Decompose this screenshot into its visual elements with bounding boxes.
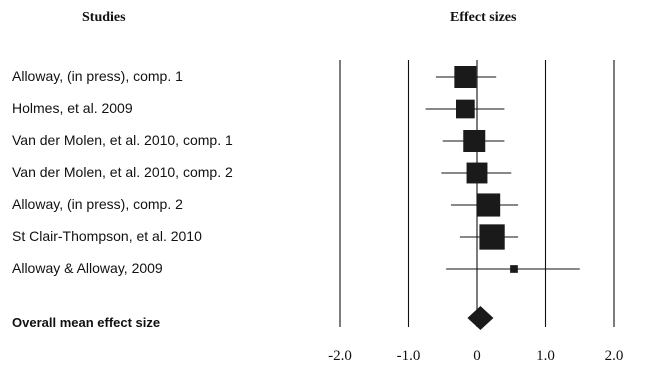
x-tick-label: -2.0 <box>328 348 352 364</box>
study-label: Alloway, (in press), comp. 1 <box>12 68 183 84</box>
effect-marker <box>456 99 475 119</box>
study-label: Van der Molen, et al. 2010, comp. 1 <box>12 132 233 148</box>
studies-header: Studies <box>82 10 126 25</box>
x-tick-label: -1.0 <box>397 348 421 364</box>
overall-effect-diamond <box>467 306 494 330</box>
x-tick-label: 2.0 <box>605 348 624 364</box>
effect-marker <box>477 193 501 217</box>
effect-marker <box>510 265 518 273</box>
study-label: Van der Molen, et al. 2010, comp. 2 <box>12 164 233 180</box>
study-label: Alloway, (in press), comp. 2 <box>12 196 183 212</box>
effect-marker <box>466 162 488 184</box>
effect-marker <box>463 130 486 152</box>
x-tick-label: 1.0 <box>536 348 555 364</box>
effect-sizes-header: Effect sizes <box>450 10 517 25</box>
overall-mean-effect-size-label: Overall mean effect size <box>12 315 161 330</box>
study-label: Alloway & Alloway, 2009 <box>12 260 163 276</box>
x-tick-label: 0 <box>473 348 481 364</box>
study-label: Holmes, et al. 2009 <box>12 100 133 116</box>
effect-marker <box>479 224 505 250</box>
study-label: St Clair-Thompson, et al. 2010 <box>12 228 202 244</box>
effect-marker <box>454 66 477 88</box>
